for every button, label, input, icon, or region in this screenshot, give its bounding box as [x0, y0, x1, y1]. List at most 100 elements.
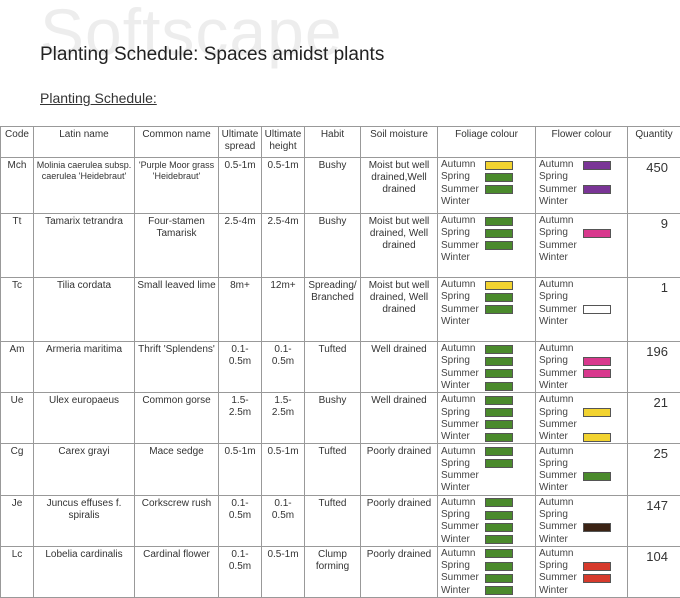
- season-label: Summer: [539, 368, 583, 380]
- season-line: Winter: [441, 316, 533, 328]
- season-line: Summer: [441, 184, 533, 196]
- season-label: Winter: [441, 252, 485, 264]
- season-label: Spring: [441, 355, 485, 367]
- row-code: Mch: [1, 158, 34, 214]
- row-latin-name: Juncus effuses f. spiralis: [34, 495, 135, 546]
- flower-colour-swatch: [583, 523, 611, 532]
- season-label: Summer: [539, 419, 583, 431]
- season-label: Summer: [539, 572, 583, 584]
- season-line: Summer: [441, 470, 533, 482]
- header-flower-colour: Flower colour: [536, 127, 628, 158]
- season-line: Winter: [441, 431, 533, 443]
- season-line: Spring: [441, 291, 533, 303]
- row-ultimate-spread: 2.5-4m: [219, 214, 262, 278]
- header-ultimate-height: Ultimate height: [262, 127, 305, 158]
- row-habit: Tufted: [305, 495, 361, 546]
- season-line: Spring: [441, 560, 533, 572]
- section-subtitle: Planting Schedule:: [40, 90, 157, 106]
- season-label: Autumn: [539, 279, 583, 291]
- season-label: Autumn: [539, 159, 583, 171]
- foliage-colour-swatch: [485, 217, 513, 226]
- foliage-colour-swatch: [485, 408, 513, 417]
- season-line: Summer: [441, 419, 533, 431]
- row-latin-name: Armeria maritima: [34, 342, 135, 393]
- header-habit: Habit: [305, 127, 361, 158]
- row-common-name: Four-stamen Tamarisk: [135, 214, 219, 278]
- foliage-colour-swatch: [485, 535, 513, 544]
- foliage-colour-swatch: [485, 241, 513, 250]
- row-habit: Tufted: [305, 342, 361, 393]
- row-common-name: Cardinal flower: [135, 546, 219, 597]
- header-latin-name: Latin name: [34, 127, 135, 158]
- row-code: Cg: [1, 444, 34, 495]
- row-common-name: 'Purple Moor grass 'Heidebraut': [135, 158, 219, 214]
- season-line: Winter: [441, 380, 533, 392]
- season-line: Summer: [441, 521, 533, 533]
- season-line: Autumn: [539, 343, 625, 355]
- row-latin-name: Tilia cordata: [34, 278, 135, 342]
- season-line: Winter: [441, 585, 533, 597]
- foliage-colour-swatch: [485, 345, 513, 354]
- foliage-colour-swatch: [485, 396, 513, 405]
- row-soil-moisture: Poorly drained: [361, 495, 438, 546]
- row-latin-name: Tamarix tetrandra: [34, 214, 135, 278]
- flower-colour-swatch: [583, 433, 611, 442]
- season-label: Summer: [539, 240, 583, 252]
- season-line: Summer: [539, 368, 625, 380]
- season-label: Summer: [441, 304, 485, 316]
- header-soil-moisture: Soil moisture: [361, 127, 438, 158]
- planting-schedule-table: Code Latin name Common name Ultimate spr…: [0, 126, 680, 598]
- row-ultimate-spread: 1.5-2.5m: [219, 393, 262, 444]
- foliage-colour-swatch: [485, 433, 513, 442]
- header-quantity: Quantity: [628, 127, 680, 158]
- season-line: Spring: [441, 227, 533, 239]
- header-common-name: Common name: [135, 127, 219, 158]
- season-line: Autumn: [539, 497, 625, 509]
- row-ultimate-spread: 0.1-0.5m: [219, 546, 262, 597]
- foliage-colour-swatch: [485, 447, 513, 456]
- row-soil-moisture: Moist but well drained, Well drained: [361, 214, 438, 278]
- season-line: Autumn: [441, 215, 533, 227]
- season-line: Autumn: [441, 159, 533, 171]
- season-label: Autumn: [539, 446, 583, 458]
- row-code: Tc: [1, 278, 34, 342]
- foliage-colour-swatch: [485, 173, 513, 182]
- season-label: Summer: [539, 304, 583, 316]
- row-code: Ue: [1, 393, 34, 444]
- season-line: Winter: [441, 533, 533, 545]
- season-line: Summer: [441, 368, 533, 380]
- row-code: Lc: [1, 546, 34, 597]
- season-label: Summer: [441, 470, 485, 482]
- season-label: Spring: [539, 509, 583, 521]
- row-quantity: 450: [628, 158, 680, 214]
- season-label: Summer: [441, 419, 485, 431]
- foliage-colour-swatch: [485, 229, 513, 238]
- foliage-colour-swatch: [485, 511, 513, 520]
- header-code: Code: [1, 127, 34, 158]
- row-quantity: 1: [628, 278, 680, 342]
- row-ultimate-height: 0.5-1m: [262, 444, 305, 495]
- row-common-name: Mace sedge: [135, 444, 219, 495]
- season-line: Spring: [441, 406, 533, 418]
- season-line: Winter: [539, 585, 625, 597]
- row-quantity: 25: [628, 444, 680, 495]
- row-ultimate-spread: 0.1-0.5m: [219, 342, 262, 393]
- foliage-colour-swatch: [485, 549, 513, 558]
- flower-colour-swatch: [583, 369, 611, 378]
- season-line: Spring: [539, 171, 625, 183]
- row-latin-name: Molinia caerulea subsp. caerulea 'Heideb…: [34, 158, 135, 214]
- season-line: Autumn: [441, 279, 533, 291]
- row-code: Tt: [1, 214, 34, 278]
- season-label: Autumn: [539, 548, 583, 560]
- season-label: Summer: [441, 521, 485, 533]
- row-habit: Bushy: [305, 158, 361, 214]
